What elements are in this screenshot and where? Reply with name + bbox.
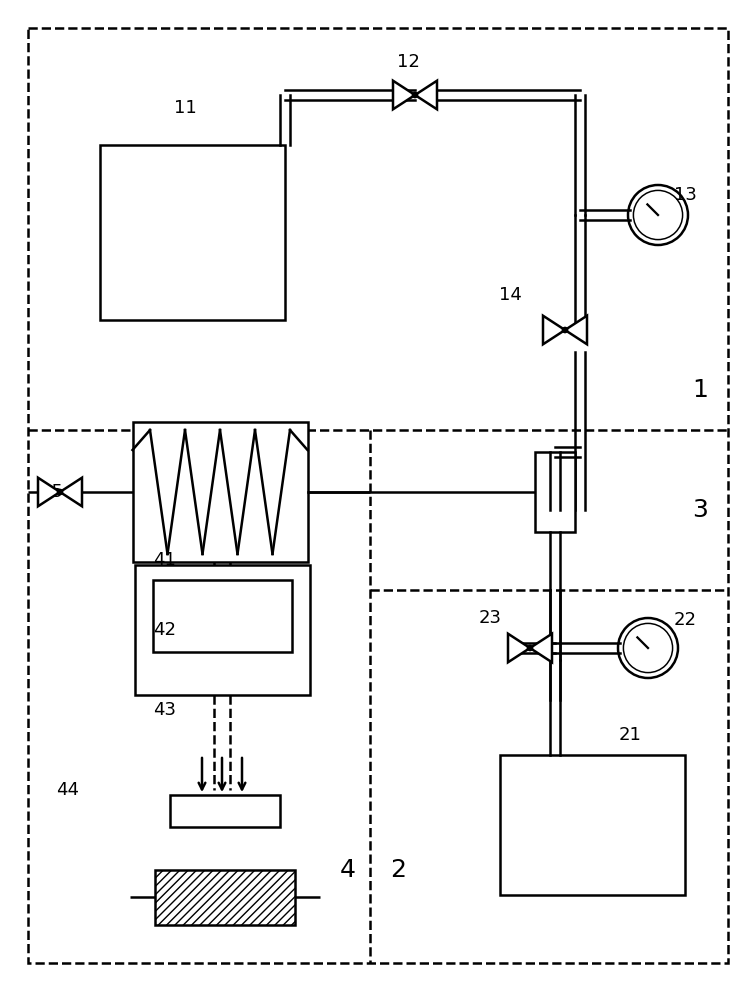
Bar [153, 580, 292, 652]
Text: 1: 1 [692, 378, 708, 402]
Bar [132, 422, 308, 562]
Polygon shape [415, 81, 437, 109]
Bar [500, 755, 685, 895]
Text: 4: 4 [340, 858, 356, 882]
Bar [100, 145, 285, 320]
Text: 42: 42 [153, 621, 176, 639]
Text: 13: 13 [674, 186, 696, 204]
Bar [155, 870, 295, 925]
Text: 45: 45 [41, 483, 64, 501]
Circle shape [412, 92, 417, 98]
Polygon shape [543, 316, 565, 344]
Circle shape [57, 489, 63, 495]
Bar [170, 795, 280, 827]
Text: 14: 14 [498, 286, 522, 304]
Polygon shape [393, 81, 415, 109]
Text: 11: 11 [174, 99, 197, 117]
Bar [135, 565, 310, 695]
Text: 3: 3 [692, 498, 708, 522]
Circle shape [528, 645, 533, 651]
Polygon shape [60, 478, 82, 506]
Text: 12: 12 [397, 53, 420, 71]
Polygon shape [565, 316, 587, 344]
Circle shape [562, 327, 568, 333]
Text: 41: 41 [153, 551, 176, 569]
Text: 43: 43 [153, 701, 176, 719]
Text: 23: 23 [479, 609, 501, 627]
Polygon shape [38, 478, 60, 506]
Bar [535, 452, 575, 532]
Polygon shape [530, 634, 552, 662]
Text: 22: 22 [674, 611, 696, 629]
Text: 21: 21 [618, 726, 641, 744]
Text: 2: 2 [390, 858, 406, 882]
Polygon shape [508, 634, 530, 662]
Text: 44: 44 [57, 781, 79, 799]
